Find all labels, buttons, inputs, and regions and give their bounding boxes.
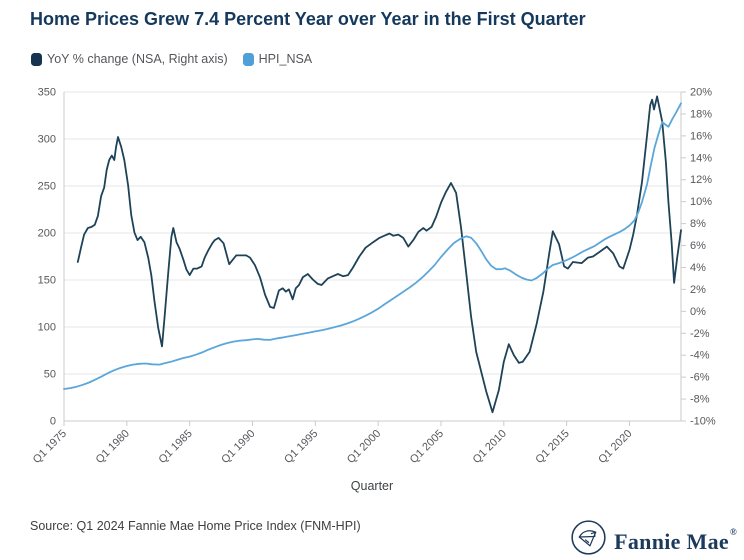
x-axis-title: Quarter bbox=[351, 479, 393, 493]
yoy-series-swatch bbox=[31, 52, 42, 66]
dual-axis-line-chart: 0 50 100 150 200 250 300 350 -10% -8% -6% -4% -2% 0% 2… bbox=[31, 87, 716, 494]
left-axis-tick-label: 300 bbox=[38, 134, 56, 146]
x-axis-tick-label: Q1 1995 bbox=[282, 428, 320, 466]
x-axis-tick-label: Q1 1985 bbox=[156, 428, 194, 466]
right-axis-tick-label: 4% bbox=[690, 262, 706, 274]
right-axis-tick-label: 16% bbox=[690, 130, 712, 142]
right-axis-tick-label: -8% bbox=[690, 394, 710, 406]
series-lines bbox=[63, 95, 682, 414]
x-axis-tick-label: Q1 1990 bbox=[219, 428, 257, 466]
right-axis-tick-label: -10% bbox=[690, 416, 716, 428]
x-axis-tick-label: Q1 1980 bbox=[94, 428, 132, 466]
right-axis-tick-label: -4% bbox=[690, 350, 710, 362]
x-axis-tick-label: Q1 2020 bbox=[596, 428, 634, 466]
left-axis-tick-label: 150 bbox=[38, 275, 56, 287]
right-axis-tick-label: 18% bbox=[690, 108, 712, 120]
right-axis-tick-label: 6% bbox=[690, 240, 706, 252]
source-note: Source: Q1 2024 Fannie Mae Home Price In… bbox=[30, 519, 361, 533]
gridlines bbox=[64, 91, 681, 422]
right-axis-tick-label: -2% bbox=[690, 328, 710, 340]
x-axis-tick-label: Q1 1975 bbox=[31, 428, 69, 466]
right-axis-tick-label: 0% bbox=[690, 306, 706, 318]
registered-mark: ® bbox=[729, 527, 737, 537]
x-axis-tick-label: Q1 2005 bbox=[408, 428, 446, 466]
left-axis-tick-label: 50 bbox=[44, 369, 56, 381]
legend-item-yoy[interactable]: YoY % change (NSA, Right axis) bbox=[31, 52, 228, 66]
right-axis-tick-label: 12% bbox=[690, 174, 712, 186]
right-axis-tick-label: -6% bbox=[690, 372, 710, 384]
page-title: Home Prices Grew 7.4 Percent Year over Y… bbox=[30, 9, 586, 29]
left-axis-tick-label: 100 bbox=[38, 322, 56, 334]
right-axis-tick-label: 8% bbox=[690, 218, 706, 230]
fannie-mae-logo: Fannie Mae® bbox=[570, 514, 737, 560]
left-axis-tick-label: 250 bbox=[38, 181, 56, 193]
left-axis-tick-label: 350 bbox=[38, 87, 56, 99]
series-line-hpi[interactable] bbox=[63, 102, 682, 390]
fannie-mae-house-flag-icon bbox=[571, 519, 606, 555]
series-line-yoy[interactable] bbox=[76, 95, 682, 414]
right-axis-tick-label: 14% bbox=[690, 152, 712, 164]
x-axis-tick-label: Q1 2015 bbox=[533, 428, 571, 466]
x-axis-tick-label: Q1 2010 bbox=[471, 428, 509, 466]
left-axis-tick-label: 0 bbox=[50, 416, 56, 428]
right-axis-tick-label: 10% bbox=[690, 196, 712, 208]
legend: YoY % change (NSA, Right axis) HPI_NSA bbox=[31, 52, 312, 66]
hpi-series-swatch bbox=[242, 52, 254, 66]
right-axis-tick-label: 2% bbox=[690, 284, 706, 296]
left-axis-tick-label: 200 bbox=[38, 228, 56, 240]
fannie-mae-wordmark: Fannie Mae® bbox=[614, 527, 737, 554]
legend-item-hpi[interactable]: HPI_NSA bbox=[242, 52, 313, 66]
right-axis-tick-label: 20% bbox=[690, 87, 712, 99]
axes: 0 50 100 150 200 250 300 350 -10% -8% -6% -4% -2% 0% 2… bbox=[31, 87, 716, 466]
x-axis-tick-label: Q1 2000 bbox=[345, 428, 383, 466]
legend-label-yoy: YoY % change (NSA, Right axis) bbox=[47, 52, 228, 66]
legend-label-hpi: HPI_NSA bbox=[258, 52, 313, 66]
